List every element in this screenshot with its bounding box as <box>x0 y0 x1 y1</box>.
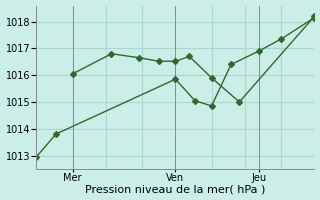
X-axis label: Pression niveau de la mer( hPa ): Pression niveau de la mer( hPa ) <box>85 184 266 194</box>
